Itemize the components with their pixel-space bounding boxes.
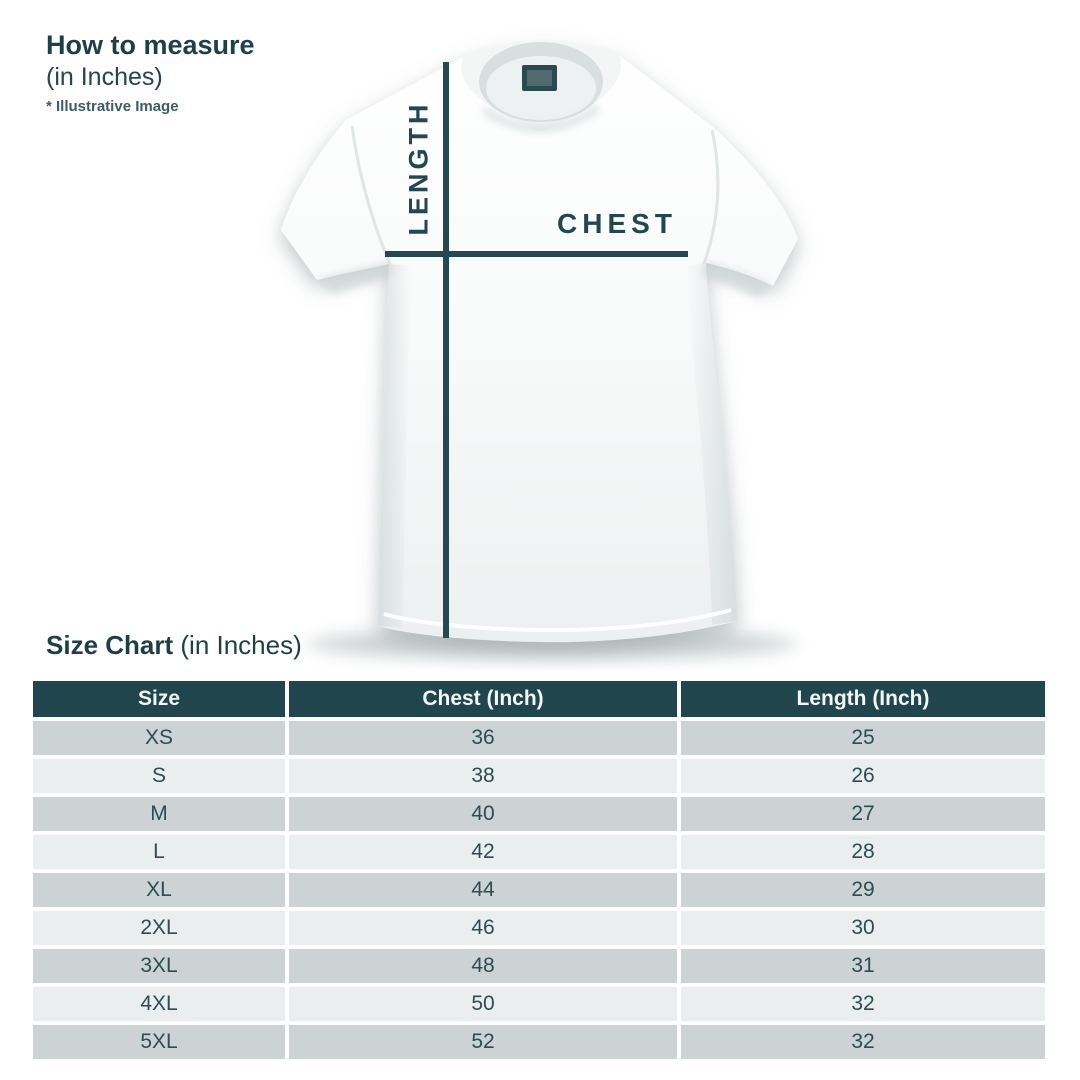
table-row: 5XL 52 32 (33, 1025, 1045, 1059)
table-cell: 40 (289, 797, 677, 831)
how-to-measure-subtitle: (in Inches) (46, 63, 163, 92)
table-cell: 46 (289, 911, 677, 945)
table-cell: 32 (681, 987, 1045, 1021)
table-cell: 36 (289, 721, 677, 755)
how-to-measure-title: How to measure (46, 30, 255, 60)
table-cell: 44 (289, 873, 677, 907)
table-row: XL 44 29 (33, 873, 1045, 907)
table-row: M 40 27 (33, 797, 1045, 831)
table-cell: 4XL (33, 987, 285, 1021)
chest-label: CHEST (557, 208, 677, 239)
table-cell: XL (33, 873, 285, 907)
tshirt-illustration (281, 42, 798, 660)
table-cell: 29 (681, 873, 1045, 907)
length-label: LENGTH (403, 100, 434, 236)
table-cell: 26 (681, 759, 1045, 793)
size-table-body: XS 36 25 S 38 26 M 40 27 L 42 28 XL 44 29 2XL 46 30 3XL 48 3… (33, 721, 1045, 1059)
table-cell: 50 (289, 987, 677, 1021)
how-to-measure-block: How to measure (in Inches) * Illustrativ… (46, 30, 255, 115)
table-header-row: Size Chest (Inch) Length (Inch) (33, 681, 1045, 717)
size-chart-title: Size Chart (in Inches) (46, 630, 302, 661)
table-cell: 48 (289, 949, 677, 983)
table-cell: L (33, 835, 285, 869)
table-cell: 27 (681, 797, 1045, 831)
right-armhole-seam (702, 129, 720, 265)
table-cell: M (33, 797, 285, 831)
hem-highlight (383, 608, 732, 633)
shirt-ground-shadow (307, 628, 797, 660)
table-cell: 32 (681, 1025, 1045, 1059)
table-cell: S (33, 759, 285, 793)
table-cell: 52 (289, 1025, 677, 1059)
tshirt-body (281, 43, 798, 643)
table-cell: 2XL (33, 911, 285, 945)
collar-bottom-shadow (482, 105, 600, 132)
column-header-length: Length (Inch) (681, 681, 1045, 717)
table-row: S 38 26 (33, 759, 1045, 793)
table-row: XS 36 25 (33, 721, 1045, 755)
table-cell: 31 (681, 949, 1045, 983)
table-cell: 42 (289, 835, 677, 869)
right-underarm-shadow (702, 262, 770, 298)
size-table: Size Chest (Inch) Length (Inch) XS 36 25 S 3… (33, 681, 1045, 1063)
table-row: 3XL 48 31 (33, 949, 1045, 983)
column-header-chest: Chest (Inch) (289, 681, 677, 717)
table-cell: 25 (681, 721, 1045, 755)
neck-label-inner (527, 70, 552, 86)
left-underarm-shadow (320, 262, 392, 294)
table-cell: 30 (681, 911, 1045, 945)
table-row: L 42 28 (33, 835, 1045, 869)
table-cell: 5XL (33, 1025, 285, 1059)
table-cell: 38 (289, 759, 677, 793)
illustrative-image-note: * Illustrative Image (46, 97, 179, 115)
length-measure-line (443, 62, 449, 638)
size-chart-title-bold: Size Chart (46, 630, 174, 660)
table-row: 2XL 46 30 (33, 911, 1045, 945)
shirt-right-shading (686, 263, 737, 625)
size-chart-title-units: (in Inches) (173, 630, 302, 660)
table-cell: XS (33, 721, 285, 755)
table-cell: 28 (681, 835, 1045, 869)
table-row: 4XL 50 32 (33, 987, 1045, 1021)
left-armhole-seam (350, 125, 392, 265)
column-header-size: Size (33, 681, 285, 717)
chest-measure-line (385, 251, 688, 257)
table-cell: 3XL (33, 949, 285, 983)
shirt-left-shading (378, 264, 411, 628)
